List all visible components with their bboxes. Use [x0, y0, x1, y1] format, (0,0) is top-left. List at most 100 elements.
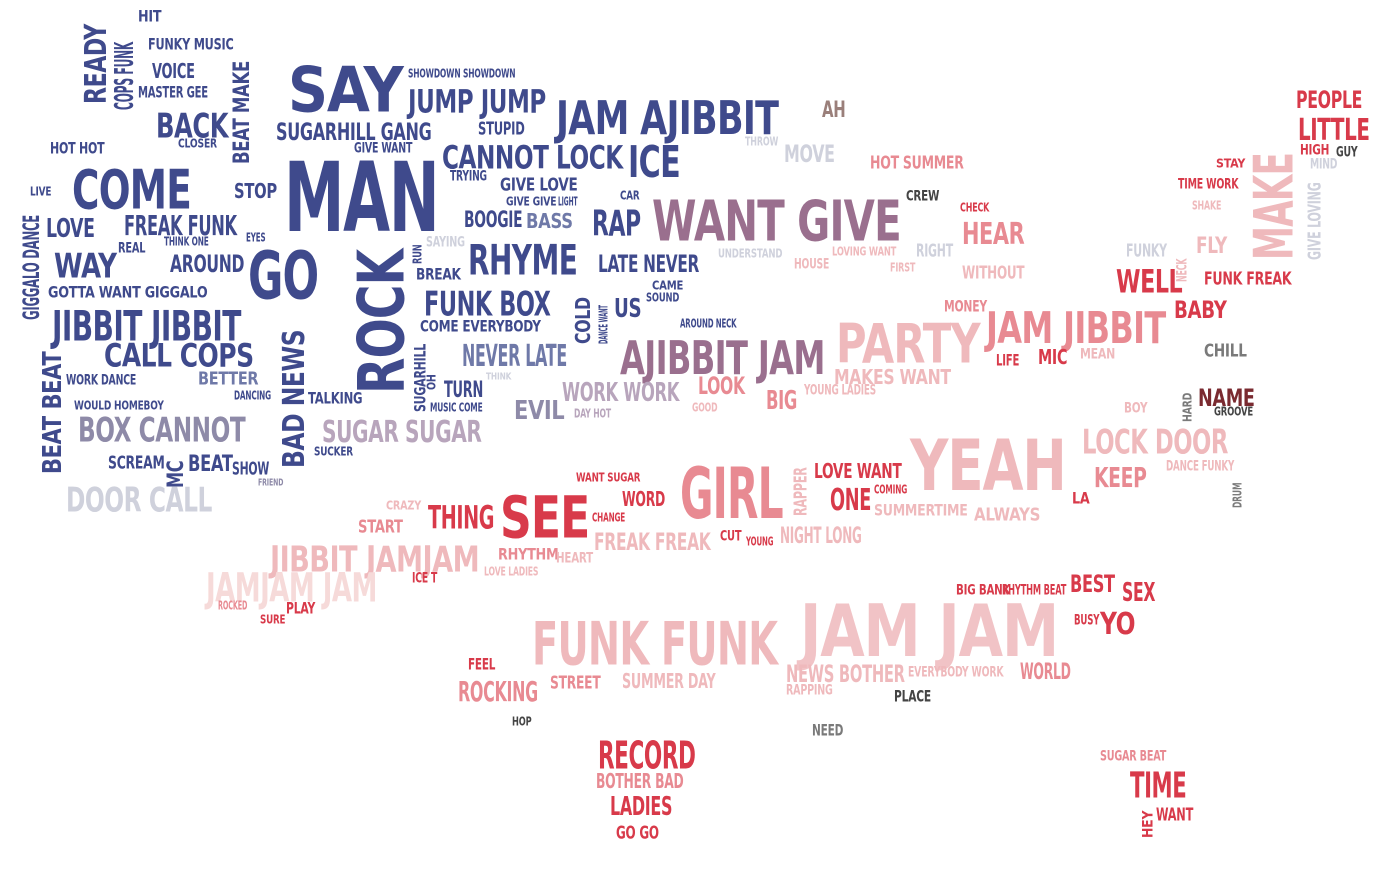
word-freak-freak: FREAK FREAK [594, 528, 711, 556]
word-door-call: DOOR CALL [66, 481, 212, 521]
word-jam-ajibbit: JAM AJIBBIT [556, 92, 779, 146]
word-giggalo-dance: GIGGALO DANCE [20, 214, 45, 320]
word-one: ONE [830, 483, 871, 518]
word-everybody-work: EVERYBODY WORK [908, 664, 1004, 681]
word-night-long: NIGHT LONG [780, 524, 862, 549]
word-never-late: NEVER LATE [462, 339, 567, 374]
word-start: START [358, 516, 403, 538]
word-time-work: TIME WORK [1178, 176, 1239, 193]
word-thing: THING [428, 499, 495, 537]
word-best: BEST [1070, 570, 1115, 598]
word-yo: YO [1100, 607, 1136, 642]
word-jump-jump: JUMP JUMP [408, 83, 546, 121]
word-make: MAKE [1243, 152, 1307, 260]
word-hit: HIT [138, 6, 162, 26]
word-turn: TURN [444, 378, 484, 403]
word-without: WITHOUT [962, 262, 1025, 284]
word-funk-freak: FUNK FREAK [1204, 268, 1292, 290]
word-way: WAY [54, 247, 117, 287]
word-place: PLACE [894, 686, 931, 706]
word-la: LA [1072, 488, 1090, 508]
word-stupid: STUPID [478, 118, 525, 140]
word-rapper: RAPPER [790, 467, 812, 516]
word-dance-want: DANCE WANT [596, 305, 611, 344]
word-rapping: RAPPING [786, 682, 833, 699]
word-rocked: ROCKED [218, 598, 248, 613]
word-ladies: LADIES [610, 792, 673, 822]
word-beat-make: BEAT MAKE [230, 61, 255, 164]
word-love-want: LOVE WANT [814, 460, 902, 483]
word-give-give: GIVE GIVE [506, 194, 557, 209]
word-dance-funky: DANCE FUNKY [1166, 458, 1235, 475]
word-funk-funk: FUNK FUNK [532, 609, 778, 679]
word-hear: HEAR [962, 217, 1025, 252]
word-bad-news: BAD NEWS [277, 329, 312, 468]
word-see: SEE [500, 484, 590, 552]
word-eyes: EYES [246, 230, 266, 245]
word-groove: GROOVE [1214, 404, 1254, 419]
word-well: WELL [1116, 263, 1183, 301]
word-good: GOOD [692, 400, 718, 415]
word-stay: STAY [1216, 156, 1246, 171]
word-work-dance: WORK DANCE [66, 372, 137, 389]
word-want-give: WANT GIVE [652, 188, 902, 254]
word-voice: VOICE [152, 60, 195, 83]
word-fly: FLY [1196, 234, 1227, 259]
word-loving-want: LOVING WANT [832, 244, 897, 259]
word-go-go: GO GO [616, 822, 659, 844]
word-bass: BASS [526, 210, 573, 233]
word-go: GO [248, 238, 319, 315]
word-hop: HOP [512, 714, 532, 729]
word-first: FIRST [890, 260, 916, 275]
word-house: HOUSE [794, 256, 830, 273]
word-day-hot: DAY HOT [574, 406, 611, 421]
word-friend: FRIEND [258, 477, 284, 489]
word-rhythm-beat: RHYTHM BEAT [1002, 582, 1067, 599]
word-run: RUN [410, 244, 425, 264]
word-scream: SCREAM [108, 452, 165, 474]
word-master-gee: MASTER GEE [138, 82, 208, 102]
word-sugar-sugar: SUGAR SUGAR [322, 415, 482, 450]
word-trying: TRYING [450, 168, 487, 185]
word-street: STREET [550, 672, 601, 694]
word-beat-beat: BEAT BEAT [38, 351, 68, 474]
word-funky-music: FUNKY MUSIC [148, 34, 234, 54]
word-name: NAME [1198, 384, 1255, 412]
word-say: SAY [288, 55, 404, 127]
word-ajibbit-jam: AJIBBIT JAM [620, 332, 825, 386]
word-big: BIG [766, 386, 798, 416]
word-closer: CLOSER [178, 136, 217, 151]
word-work-work: WORK WORK [562, 378, 680, 408]
word-cold: COLD [572, 297, 595, 344]
word-show: SHOW [232, 458, 270, 480]
word-throw: THROW [745, 134, 779, 149]
word-right: RIGHT [916, 240, 953, 262]
word-little: LITTLE [1298, 113, 1370, 148]
word-ah: AH [822, 98, 846, 123]
word-around-neck: AROUND NECK [680, 316, 737, 331]
word-love: LOVE [46, 214, 95, 244]
word-rock: ROCK [344, 249, 419, 394]
word-big-bank: BIG BANK [956, 582, 1011, 599]
word-ice-t: ICE T [412, 570, 438, 587]
word-play: PLAY [286, 598, 316, 618]
word-baby: BABY [1174, 296, 1227, 324]
word-sugarhill-gang: SUGARHILL GANG [276, 118, 432, 146]
word-young-ladies: YOUNG LADIES [804, 382, 876, 399]
word-word: WORD [622, 488, 666, 511]
word-give-love: GIVE LOVE [500, 174, 578, 196]
word-rhythm: RHYTHM [498, 544, 559, 564]
word-party: PARTY [836, 313, 981, 377]
word-better: BETTER [198, 368, 259, 390]
word-check: CHECK [960, 200, 990, 215]
word-sound: SOUND [646, 290, 680, 305]
word-summertime: SUMMERTIME [874, 500, 968, 520]
word-jamjam-jam: JAMJAM JAM [206, 564, 377, 611]
word-move: MOVE [784, 140, 835, 168]
word-change: CHANGE [592, 510, 626, 525]
word-busy: BUSY [1074, 612, 1100, 629]
word-makes-want: MAKES WANT [834, 366, 951, 389]
word-funky: FUNKY [1126, 240, 1167, 262]
word-chill: CHILL [1204, 340, 1247, 362]
word-live: LIVE [30, 184, 52, 199]
